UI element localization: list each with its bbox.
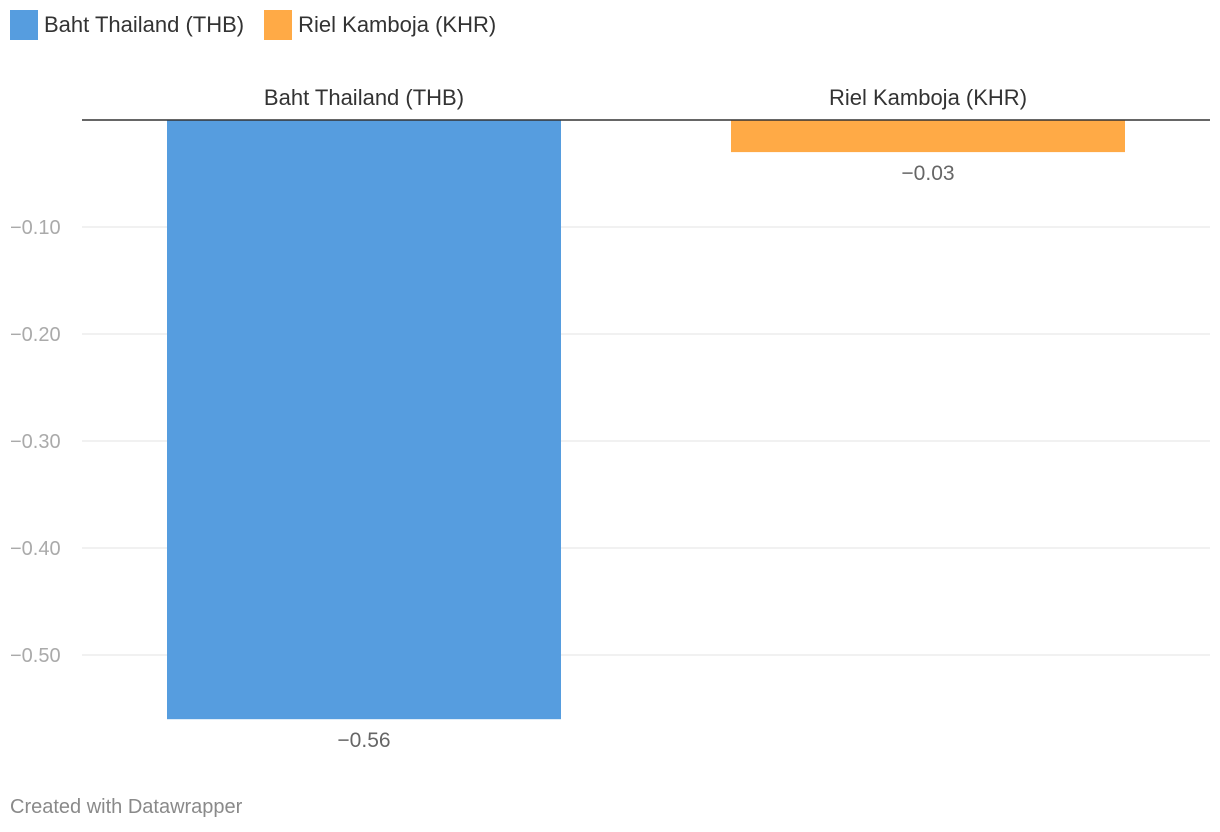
category-label: Baht Thailand (THB) — [264, 85, 464, 110]
bar-chart: −0.10 −0.20 −0.30 −0.40 −0.50 Baht Thailand (… — [10, 85, 1210, 752]
value-label: −0.03 — [901, 162, 954, 185]
legend-item-khr: Riel Kamboja (KHR) — [264, 10, 496, 40]
bar-thb — [167, 120, 561, 720]
legend-label-thb: Baht Thailand (THB) — [44, 12, 245, 37]
y-tick-label: −0.40 — [10, 538, 61, 560]
y-tick-label: −0.10 — [10, 217, 61, 239]
y-tick-label: −0.30 — [10, 431, 61, 453]
bar-khr — [731, 120, 1125, 153]
legend-swatch-khr — [264, 10, 293, 40]
chart-legend: Baht Thailand (THB) Riel Kamboja (KHR) — [10, 10, 516, 40]
legend-swatch-thb — [10, 10, 38, 40]
y-tick-label: −0.20 — [10, 324, 61, 346]
legend-label-khr: Riel Kamboja (KHR) — [298, 12, 497, 37]
legend-item-thb: Baht Thailand (THB) — [10, 10, 244, 40]
y-tick-label: −0.50 — [10, 645, 61, 667]
category-label: Riel Kamboja (KHR) — [829, 85, 1027, 110]
value-label: −0.56 — [337, 729, 390, 752]
footer-credit: Created with Datawrapper — [10, 796, 243, 818]
